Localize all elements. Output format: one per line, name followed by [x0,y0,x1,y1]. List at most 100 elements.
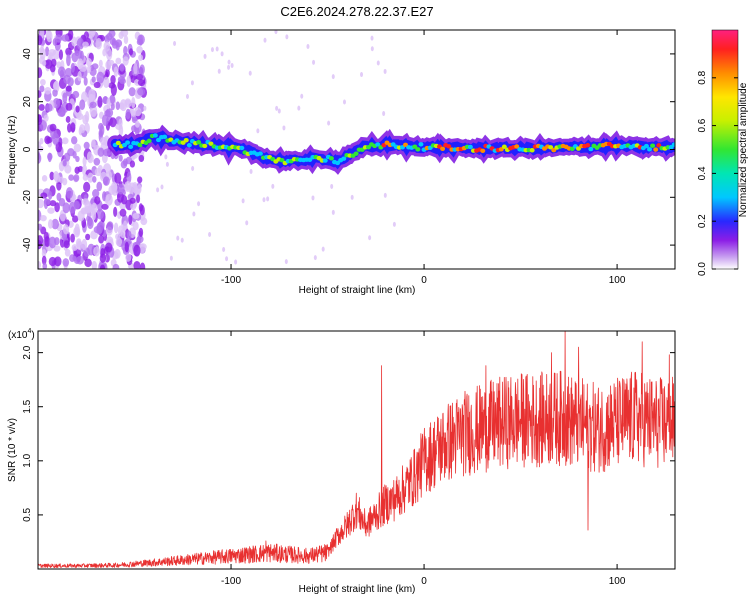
noise-blob [42,60,47,67]
noise-blob [118,31,124,40]
noise-blob [241,198,245,204]
noise-blob [96,181,103,192]
noise-blob [137,176,143,184]
noise-blob [113,66,119,77]
noise-blob [160,184,164,190]
noise-blob [101,203,109,210]
snr-scale-close: ) [31,330,34,341]
noise-blob [113,222,119,234]
noise-blob [41,248,47,258]
noise-blob [85,57,92,67]
noise-blob [110,75,116,85]
noise-blob [126,75,132,88]
noise-blob [131,97,136,109]
ridge-core [412,144,418,149]
spectrogram-panel: -100 0 100 -40 -20 0 20 40 Height of straight l… [7,29,676,296]
noise-blob [192,211,196,217]
noise-blob [105,193,113,206]
colorbar-tick-label: 0.8 [697,70,708,84]
y-tick-label: 0.5 [22,508,33,522]
noise-blob [88,88,96,101]
noise-blob [75,155,80,163]
noise-blob [42,262,48,269]
noise-blob [277,108,281,114]
noise-blob [70,62,76,73]
noise-blob [56,192,62,202]
noise-blob [227,64,231,70]
noise-blob [164,154,168,160]
snr-frame [37,330,676,570]
noise-blob [368,235,372,241]
noise-blob [91,76,96,83]
noise-blob [118,102,125,110]
noise-blob [266,196,270,202]
noise-blob [102,148,111,157]
spectrogram-heatmap [38,30,675,269]
noise-blob [114,172,122,184]
noise-blob [313,255,317,261]
noise-blob [208,232,212,238]
noise-blob [124,185,132,192]
noise-blob [350,194,354,200]
noise-blob [51,132,60,145]
noise-blob [87,243,96,256]
noise-blob [62,258,70,267]
noise-blob [133,244,141,257]
noise-blob [70,122,76,133]
noise-blob [104,242,113,253]
noise-blob [76,38,85,50]
noise-blob [185,94,189,100]
noise-blob [109,94,116,104]
noise-blob [165,161,169,167]
noise-blob [79,99,86,111]
noise-blob [248,70,252,76]
noise-blob [122,220,128,231]
noise-blob [95,37,103,50]
noise-blob [93,226,101,234]
ridge-core [643,143,649,149]
noise-blob [129,197,136,204]
y-tick-label: 20 [22,96,33,108]
noise-blob [203,53,207,59]
noise-blob [71,136,78,145]
noise-blob [44,236,51,248]
noise-blob [91,202,98,215]
y-tick-label: 40 [22,48,33,60]
noise-blob [96,208,104,220]
spectrogram-x-axis-label: Height of straight line (km) [299,285,416,296]
ridge-core [186,143,192,148]
noise-blob [225,256,229,262]
noise-blob [311,195,315,201]
noise-blob [222,246,226,252]
noise-blob [249,169,253,175]
ridge-core [671,142,675,147]
noise-blob [81,238,88,251]
noise-blob [47,152,52,163]
noise-blob [83,76,88,86]
noise-blob [116,183,125,195]
noise-blob [139,262,146,269]
noise-blob [99,253,107,263]
noise-blob [99,124,105,136]
noise-blob [128,214,133,225]
noise-blob [72,215,79,223]
noise-blob [97,96,103,108]
noise-blob [92,189,100,198]
noise-blob [136,68,142,76]
noise-blob [234,259,238,265]
noise-blob [49,123,57,132]
noise-blob [136,46,143,54]
noise-blob [66,54,71,67]
noise-blob [82,156,87,167]
noise-blob [227,59,231,65]
ridge-core [514,144,520,149]
noise-blob [126,171,132,184]
y-tick-label: 2.0 [22,345,33,359]
ridge-core [668,145,674,150]
noise-blob [46,30,53,43]
noise-blob [57,108,66,117]
noise-blob [285,34,289,40]
ridge-core [415,147,421,152]
noise-blob [57,66,66,77]
